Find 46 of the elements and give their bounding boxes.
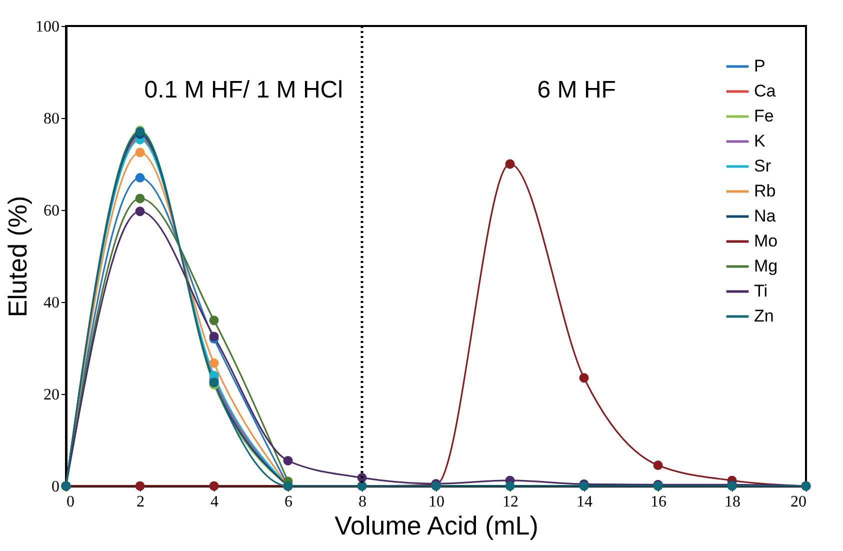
point [135,481,145,491]
point [653,460,663,470]
y-tick-label: 0 [52,478,60,496]
point [579,373,589,383]
point [209,358,219,368]
legend-label: Fe [754,106,774,126]
legend-label: Ca [754,82,776,100]
legend-label: Mo [754,232,778,250]
legend-label: Ti [754,282,768,300]
y-axis-title: Eluted (%) [2,196,32,318]
x-tick-label: 6 [284,494,292,510]
y-tick-label: 80 [44,110,60,128]
x-tick-label: 0 [66,494,74,510]
x-tick-label: 14 [576,494,592,510]
annotation: 0.1 M HF/ 1 M HCl [144,76,343,104]
legend-label: Zn [754,306,774,326]
x-tick-label: 18 [724,494,740,510]
point [505,159,515,169]
legend-label: Sr [754,156,772,176]
y-tick-label: 100 [36,18,60,36]
y-tick-label: 40 [44,294,60,312]
annotation: 6 M HF [537,76,616,104]
x-tick-label: 4 [210,494,218,510]
legend-label: K [754,132,766,150]
x-tick-label: 20 [790,494,806,510]
y-tick-label: 20 [44,386,60,404]
point [135,206,145,216]
point [135,173,145,183]
point [135,148,145,158]
x-tick-label: 12 [502,494,518,510]
y-tick-label: 60 [44,202,60,220]
x-tick-label: 16 [650,494,666,510]
legend-label: Na [754,206,776,226]
x-tick-label: 8 [358,494,366,510]
point [283,456,293,466]
point [135,194,145,204]
x-tick-label: 10 [428,494,444,510]
x-tick-label: 2 [136,494,144,510]
point [209,316,219,326]
point [209,332,219,342]
point [505,481,515,491]
legend-label: Rb [754,182,776,200]
point [209,481,219,491]
x-axis-title: Volume Acid (mL) [334,510,538,540]
legend-label: Mg [754,256,778,276]
legend-label: P [754,56,766,76]
